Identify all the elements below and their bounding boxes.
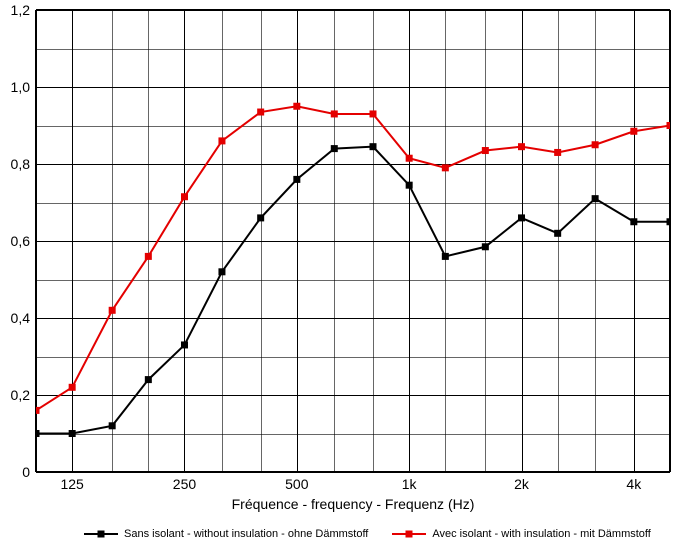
x-tick-label: 1k xyxy=(402,476,417,492)
series-line-with xyxy=(36,106,670,410)
y-tick-label: 0,2 xyxy=(11,387,30,403)
series-marker-without xyxy=(518,214,525,221)
legend-label-with: Avec isolant - with insulation - mit Däm… xyxy=(432,528,650,540)
x-tick-label: 125 xyxy=(60,476,83,492)
series-marker-without xyxy=(482,243,489,250)
series-marker-with xyxy=(406,155,413,162)
series-marker-without xyxy=(370,143,377,150)
square-marker-icon xyxy=(406,531,413,538)
square-marker-icon xyxy=(98,531,105,538)
y-tick-label: 1,2 xyxy=(11,2,30,18)
legend-item-with: Avec isolant - with insulation - mit Däm… xyxy=(392,528,650,540)
series-marker-without xyxy=(257,214,264,221)
chart-container: Sans isolant - without insulation - ohne… xyxy=(0,0,689,554)
series-marker-without xyxy=(109,422,116,429)
series-marker-with xyxy=(145,253,152,260)
series-marker-with xyxy=(554,149,561,156)
series-marker-with xyxy=(69,384,76,391)
series-marker-without xyxy=(442,253,449,260)
legend-swatch-without xyxy=(84,529,118,539)
series-line-without xyxy=(36,147,670,434)
series-marker-without xyxy=(331,145,338,152)
series-marker-without xyxy=(667,218,671,225)
x-axis-title: Fréquence - frequency - Frequenz (Hz) xyxy=(232,496,475,512)
series-marker-with xyxy=(181,193,188,200)
series-marker-with xyxy=(518,143,525,150)
plot-area xyxy=(36,10,670,472)
y-tick-label: 1,0 xyxy=(11,79,30,95)
series-marker-without xyxy=(592,195,599,202)
legend: Sans isolant - without insulation - ohne… xyxy=(84,528,651,540)
series-marker-without xyxy=(69,430,76,437)
series-marker-without xyxy=(293,176,300,183)
series-layer xyxy=(36,10,670,472)
series-marker-with xyxy=(370,110,377,117)
series-marker-with xyxy=(482,147,489,154)
series-marker-without xyxy=(145,376,152,383)
x-tick-label: 250 xyxy=(173,476,196,492)
series-marker-with xyxy=(331,110,338,117)
series-marker-without xyxy=(630,218,637,225)
x-tick-label: 500 xyxy=(285,476,308,492)
series-marker-without xyxy=(36,430,40,437)
series-marker-with xyxy=(218,137,225,144)
y-tick-label: 0,6 xyxy=(11,233,30,249)
legend-swatch-with xyxy=(392,529,426,539)
y-tick-label: 0,4 xyxy=(11,310,30,326)
series-marker-with xyxy=(630,128,637,135)
y-tick-label: 0 xyxy=(22,464,30,480)
series-marker-with xyxy=(592,141,599,148)
legend-label-without: Sans isolant - without insulation - ohne… xyxy=(124,528,368,540)
series-marker-without xyxy=(406,182,413,189)
series-marker-without xyxy=(554,230,561,237)
series-marker-with xyxy=(109,307,116,314)
series-marker-without xyxy=(218,268,225,275)
series-marker-with xyxy=(257,109,264,116)
series-marker-with xyxy=(442,164,449,171)
series-marker-without xyxy=(181,341,188,348)
series-marker-with xyxy=(36,407,40,414)
series-marker-with xyxy=(293,103,300,110)
series-marker-with xyxy=(667,122,671,129)
y-tick-label: 0,8 xyxy=(11,156,30,172)
legend-item-without: Sans isolant - without insulation - ohne… xyxy=(84,528,368,540)
x-tick-label: 2k xyxy=(514,476,529,492)
x-tick-label: 4k xyxy=(626,476,641,492)
